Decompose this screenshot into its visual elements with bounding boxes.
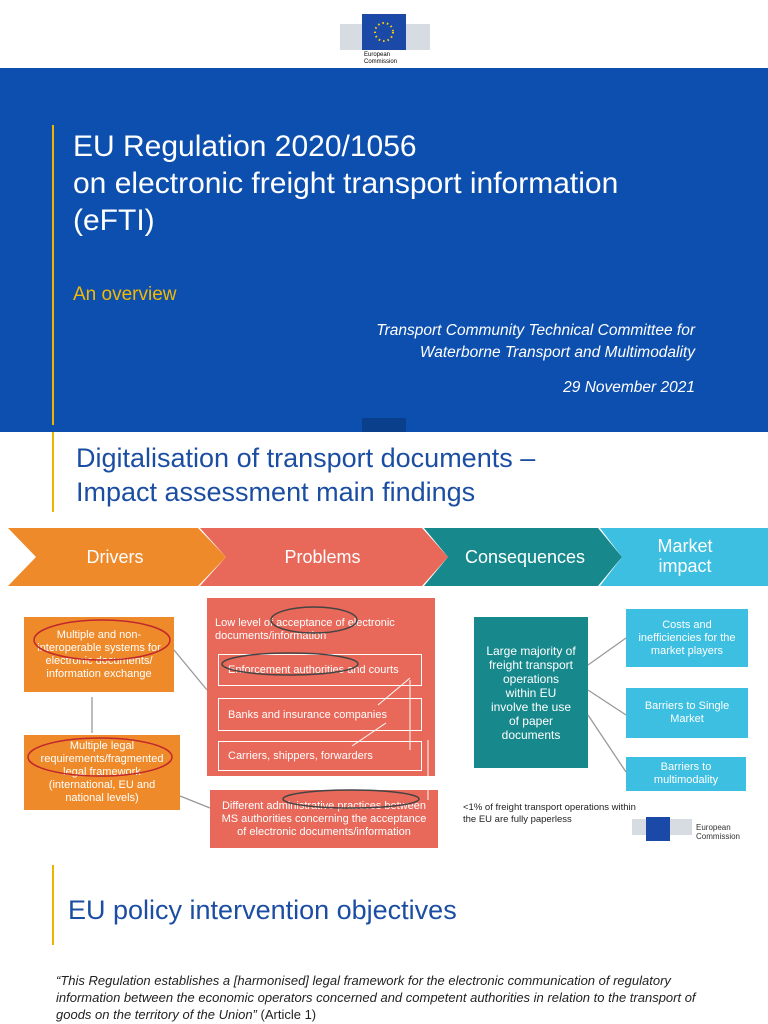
chevron [200, 528, 448, 586]
problem-box: Different administrative practices betwe… [210, 790, 438, 848]
cover-title: (eFTI) [73, 204, 155, 237]
impact-box: Costs and inefficiencies for the market … [626, 609, 748, 667]
driver-box: Multiple legal requirements/fragmented l… [24, 735, 180, 810]
consequence-box: Large majority of freight transport oper… [474, 617, 588, 768]
cover-band [0, 68, 768, 432]
event-name: Waterborne Transport and Multimodality [419, 344, 695, 361]
cover-tab [362, 418, 406, 432]
highlights [27, 606, 420, 809]
citation: (Article 1) [260, 1007, 317, 1022]
section-heading: EU policy intervention objectives [68, 895, 457, 925]
chevron [600, 528, 768, 586]
inner-arrows [351, 677, 429, 800]
stage-label: Drivers [86, 547, 144, 567]
quote: “This Regulation establishes a [harmonis… [56, 972, 696, 1023]
problem-text: Low level of acceptance of electronic do… [215, 617, 395, 642]
accent-line [52, 432, 54, 512]
cover-subtitle: An overview [73, 284, 177, 305]
logo-text: European Commission [696, 823, 740, 841]
stage-chevrons [8, 528, 768, 586]
impact-box: Barriers to Single Market [626, 688, 748, 738]
event-date: 29 November 2021 [563, 379, 695, 396]
cover-title: on electronic freight transport informat… [73, 167, 619, 200]
stage-label: Market impact [657, 536, 713, 576]
chevron [424, 528, 622, 586]
connectors [27, 606, 627, 809]
logo-text: European Commission [364, 52, 397, 66]
actor-box: Carriers, shippers, forwarders [218, 741, 422, 771]
stage-label: Problems [284, 547, 361, 567]
problem-box [207, 598, 435, 776]
accent-line [52, 125, 54, 425]
logo-line: Commission [696, 832, 741, 841]
stage-label: Consequences [464, 547, 586, 567]
logo-line: European [364, 52, 391, 58]
logo-line: European [696, 823, 731, 832]
event-name: Transport Community Technical Committee … [376, 322, 695, 339]
logo-line: Commission [364, 59, 398, 65]
driver-box: Multiple and non-interoperable systems f… [24, 617, 174, 692]
footer-logo: European Commission [632, 815, 742, 843]
section-heading: Impact assessment main findings [76, 477, 476, 507]
logo-graphic [340, 14, 430, 68]
cover-title: EU Regulation 2020/1056 [73, 130, 417, 163]
section-heading: Digitalisation of transport documents – [76, 443, 536, 473]
impact-box: Barriers to multimodality [626, 757, 746, 791]
quote-text: “This Regulation establishes a [harmonis… [56, 973, 696, 1022]
arrows [91, 637, 627, 809]
chevron [8, 528, 226, 586]
header-logo: European Commission [340, 14, 430, 68]
actor-box: Banks and insurance companies [218, 698, 422, 731]
logo-graphic [632, 817, 692, 841]
note: <1% of freight transport operations with… [463, 802, 636, 825]
accent-line [52, 865, 54, 945]
